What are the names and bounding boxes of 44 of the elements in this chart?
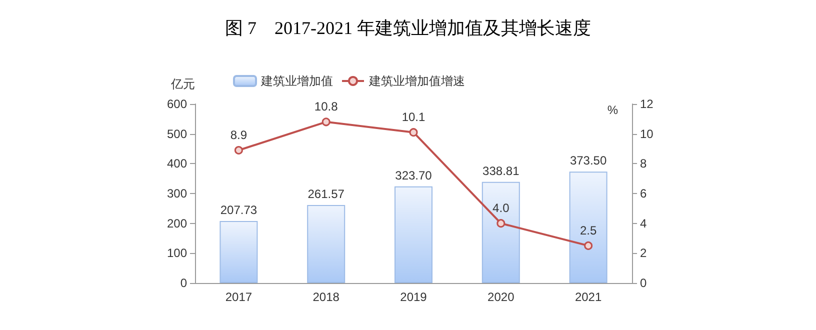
y-tick-label: 0 [180,276,188,290]
y2-tick-label: 12 [640,97,654,111]
x-tick-label: 2017 [225,290,252,304]
point [409,128,418,137]
data-label: 10.1 [402,110,426,124]
data-label: 4.0 [492,201,510,216]
y2-tick-label: 10 [640,126,654,141]
data-label: 207.73 [220,203,258,218]
data-label: 373.50 [570,154,607,168]
bar [220,221,258,283]
x-tick-label: 2018 [312,290,340,304]
y2-tick-label: 6 [640,186,647,200]
point [584,241,593,250]
y-tick-label: 400 [166,156,188,171]
bar [307,204,346,283]
x-tick-label: 2021 [574,290,602,304]
data-label: 2.5 [580,223,597,238]
x-tick-label: 2020 [488,290,515,304]
x-tick-label: 2019 [400,290,428,304]
point [234,146,243,154]
y-tick-label: 200 [166,216,188,230]
data-label: 261.57 [308,186,345,201]
bar [394,186,432,283]
y2-tick-label: 8 [640,156,647,171]
y2-tick-label: 0 [640,276,647,290]
y-tick-label: 600 [166,97,188,111]
data-label: 10.8 [314,100,338,114]
bar [569,172,608,283]
y-tick-label: 300 [166,186,188,200]
y-tick-label: 500 [166,126,188,141]
point [496,219,506,228]
y2-tick-label: 2 [640,246,647,260]
data-label: 338.81 [482,164,520,178]
bar [482,182,520,283]
y-axis-title: 亿元 [170,77,195,91]
y-tick-label: 100 [166,246,188,260]
legend-label: 建筑业增加值增速 [368,74,465,88]
y2-axis-title: % [607,103,618,117]
data-label: 323.70 [395,168,432,182]
chart-title: 图 7 2017-2021 年建筑业增加值及其增长速度 [225,18,591,38]
data-label: 8.9 [230,128,248,142]
point [322,118,330,126]
legend-label: 建筑业增加值 [260,74,333,88]
y2-tick-label: 4 [640,216,647,230]
